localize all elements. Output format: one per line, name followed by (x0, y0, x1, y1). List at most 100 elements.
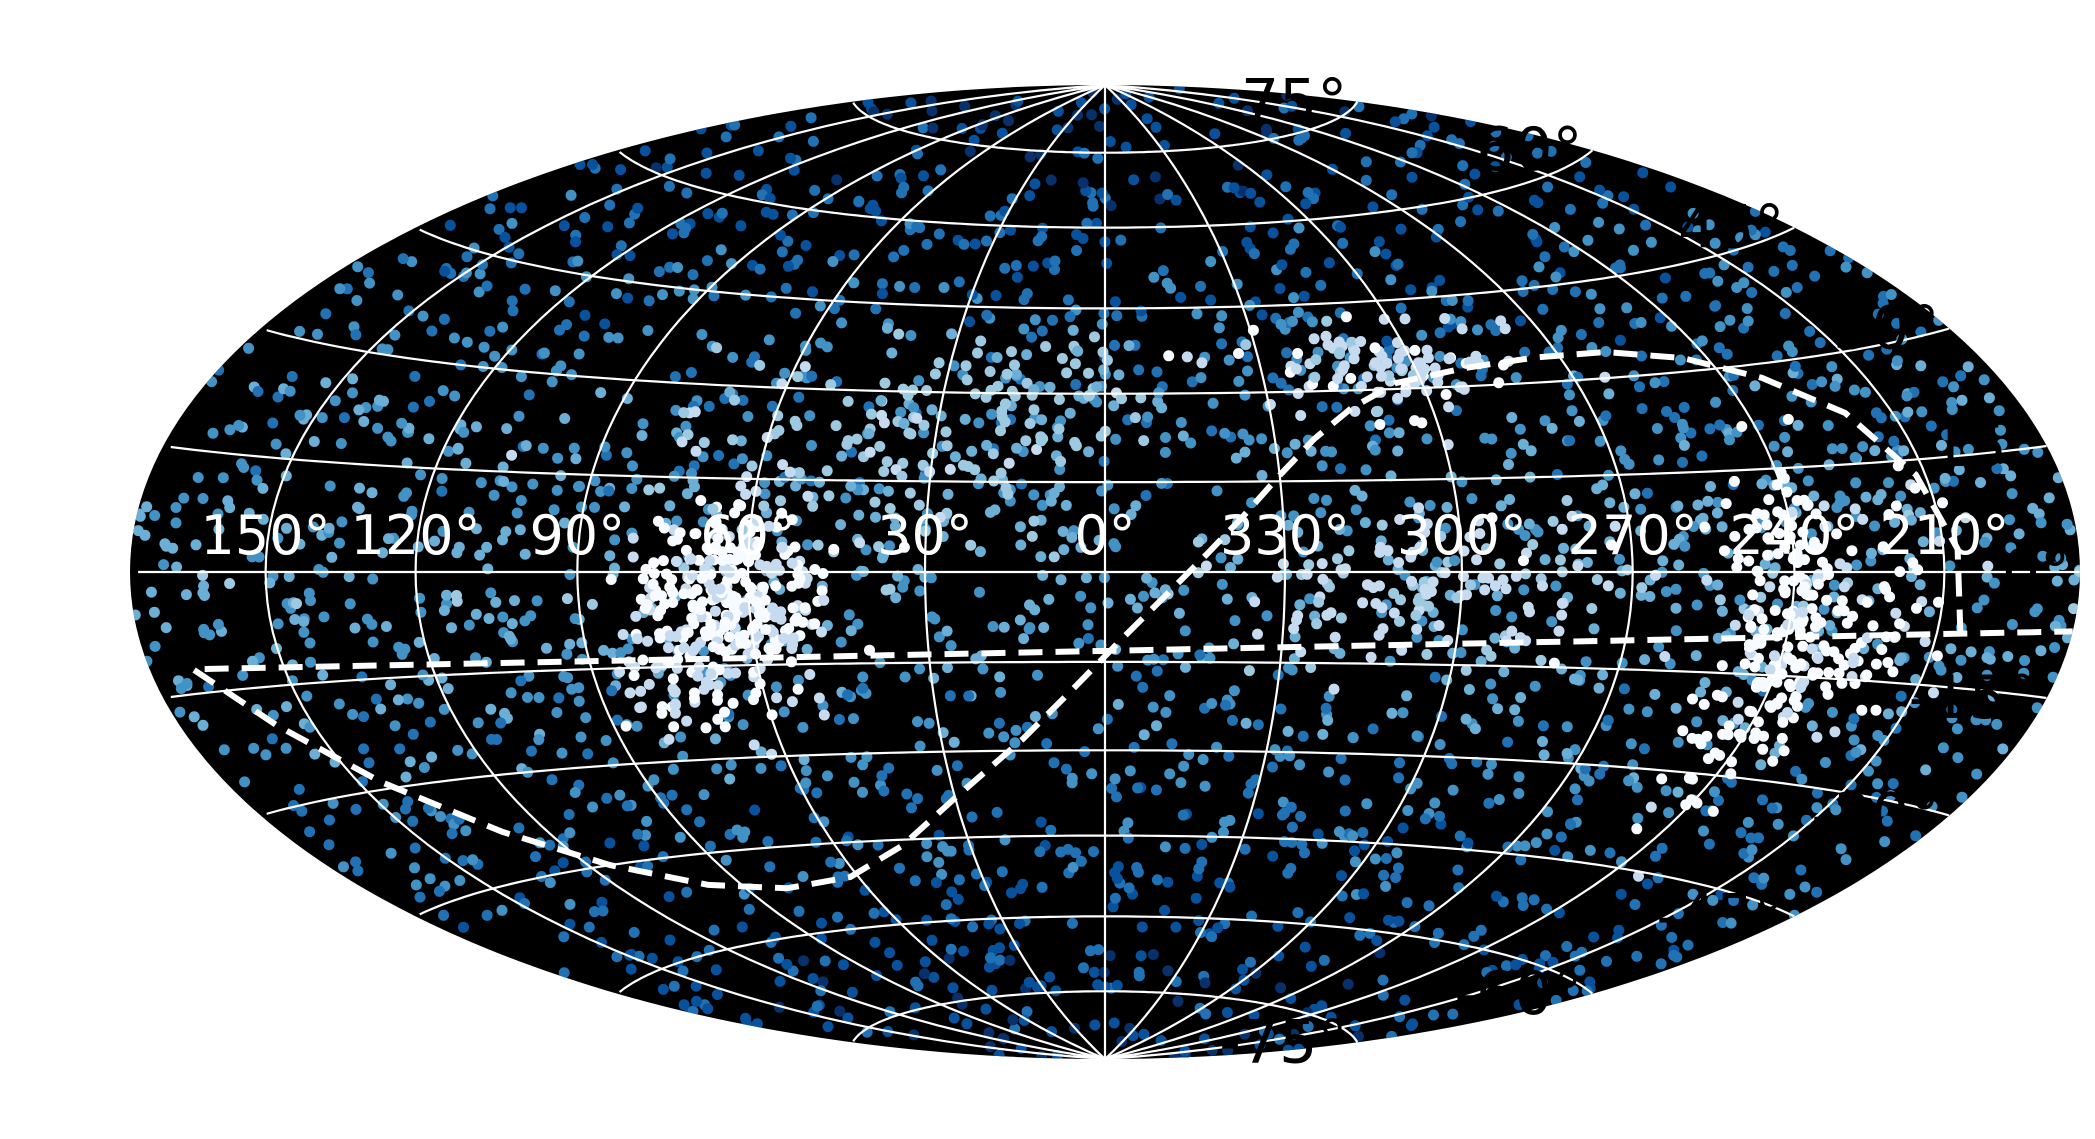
data-point (1283, 384, 1295, 396)
data-point (1007, 1014, 1019, 1026)
lat-tick-label: 75° (1241, 67, 1347, 137)
data-point (1517, 438, 1529, 450)
data-point (1431, 556, 1443, 568)
data-point (1454, 830, 1466, 842)
data-point (748, 739, 760, 751)
data-point (1519, 530, 1531, 541)
data-point (1813, 616, 1825, 628)
data-point (553, 692, 565, 704)
data-point (1429, 797, 1441, 809)
data-point (505, 687, 517, 699)
data-point (272, 532, 284, 544)
data-point (1513, 999, 1525, 1011)
data-point (1109, 339, 1120, 351)
data-point (1572, 560, 1584, 572)
data-point (974, 546, 986, 558)
data-point (509, 595, 520, 607)
data-point (401, 487, 412, 499)
data-point (324, 814, 335, 826)
data-point (677, 965, 689, 977)
data-point (1129, 412, 1141, 424)
data-point (1316, 558, 1328, 570)
data-point (1882, 657, 1894, 668)
data-point (1040, 341, 1052, 352)
data-point (905, 330, 917, 341)
data-point (1376, 519, 1388, 531)
data-point (1441, 501, 1453, 513)
data-point (729, 507, 741, 519)
data-point (653, 266, 665, 278)
data-point (362, 267, 374, 279)
data-point (1361, 579, 1373, 591)
data-point (1294, 759, 1306, 771)
data-point (366, 487, 378, 499)
data-point (1175, 291, 1187, 303)
data-point (808, 812, 820, 824)
data-point (1632, 812, 1644, 824)
data-point (1841, 617, 1853, 629)
data-point (1006, 346, 1017, 358)
data-point (1552, 332, 1564, 344)
data-point (1111, 872, 1123, 884)
data-point (2043, 492, 2055, 504)
data-point (501, 423, 513, 435)
data-point (1425, 110, 1437, 122)
data-point (713, 450, 725, 461)
data-point (333, 698, 345, 710)
data-point (406, 256, 418, 268)
data-point (2055, 552, 2067, 564)
data-point (192, 472, 204, 483)
data-point (320, 377, 332, 389)
data-point (1714, 594, 1726, 606)
data-point (1554, 554, 1566, 566)
data-point (446, 622, 457, 634)
data-point (320, 308, 332, 320)
data-point (1696, 450, 1708, 462)
data-point (1569, 783, 1581, 795)
lon-tick-label: 60° (700, 504, 796, 567)
data-point (1096, 318, 1108, 330)
data-point (656, 701, 668, 713)
data-point (1276, 259, 1288, 271)
data-point (1140, 490, 1152, 501)
data-point (1337, 364, 1349, 376)
data-point (1352, 1030, 1364, 1042)
data-point (1377, 974, 1389, 986)
data-point (1490, 126, 1502, 138)
data-point (807, 286, 818, 298)
data-point (1891, 355, 1903, 367)
data-point (587, 159, 598, 170)
data-point (1542, 181, 1554, 193)
data-point (1743, 555, 1755, 567)
data-point (1138, 1028, 1150, 1040)
data-point (467, 854, 479, 866)
data-point (800, 777, 812, 789)
data-point (1469, 723, 1481, 735)
data-point (1336, 870, 1347, 882)
data-point (442, 683, 454, 695)
data-point (1790, 765, 1802, 777)
data-point (1206, 698, 1218, 709)
data-point (1579, 763, 1591, 775)
data-point (145, 586, 157, 598)
data-point (1849, 452, 1861, 463)
data-point (224, 578, 236, 589)
data-point (1888, 435, 1900, 447)
data-point (1987, 690, 1999, 702)
data-point (727, 697, 739, 709)
data-point (1108, 400, 1120, 412)
data-point (1561, 941, 1573, 952)
data-point (1816, 376, 1828, 388)
data-point (378, 395, 389, 407)
data-point (1925, 420, 1937, 432)
data-point (1709, 300, 1721, 312)
data-point (623, 217, 635, 229)
data-point (1520, 568, 1532, 580)
data-point (972, 347, 983, 359)
data-point (689, 528, 701, 540)
data-point (1122, 832, 1134, 844)
data-point (621, 447, 633, 459)
data-point (1547, 284, 1559, 295)
data-point (949, 451, 961, 463)
data-point (1339, 106, 1351, 118)
